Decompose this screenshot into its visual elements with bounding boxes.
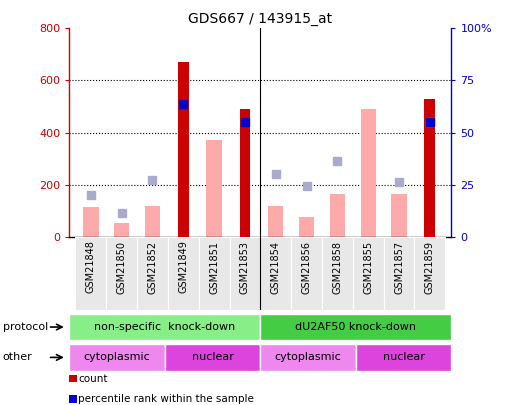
Text: GSM21856: GSM21856 [302,241,311,294]
Text: GSM21851: GSM21851 [209,241,219,294]
Text: non-specific  knock-down: non-specific knock-down [94,322,235,332]
Bar [229,237,261,310]
Text: GSM21858: GSM21858 [332,241,342,294]
Bar [69,344,165,371]
Bar [240,109,250,237]
Text: GSM21857: GSM21857 [394,241,404,294]
Text: nuclear: nuclear [383,352,425,362]
Title: GDS667 / 143915_at: GDS667 / 143915_at [188,12,332,26]
Bar [384,237,415,310]
Bar [299,217,314,237]
Bar [391,194,407,237]
Bar [114,223,129,237]
Bar [424,99,435,237]
Text: GSM21859: GSM21859 [425,241,435,294]
Bar [83,207,98,237]
Bar [261,314,451,340]
Bar [291,237,322,310]
Text: GSM21853: GSM21853 [240,241,250,294]
Text: GSM21848: GSM21848 [86,241,96,294]
Bar [137,237,168,310]
Text: GSM21850: GSM21850 [116,241,127,294]
Bar [165,344,261,371]
Bar [106,237,137,310]
Bar [361,109,376,237]
Bar [206,141,222,237]
Bar [261,237,291,310]
Text: nuclear: nuclear [192,352,233,362]
Text: GSM21849: GSM21849 [179,241,188,294]
Bar [168,237,199,310]
Text: dU2AF50 knock-down: dU2AF50 knock-down [295,322,417,332]
Bar [69,314,261,340]
Bar [145,206,160,237]
Bar [178,62,189,237]
Bar [261,344,356,371]
Text: cytoplasmic: cytoplasmic [275,352,342,362]
Text: GSM21855: GSM21855 [363,241,373,294]
Text: other: other [3,352,32,362]
Bar [75,237,106,310]
Text: protocol: protocol [3,322,48,332]
Text: cytoplasmic: cytoplasmic [84,352,150,362]
Bar [322,237,353,310]
Text: percentile rank within the sample: percentile rank within the sample [78,394,254,404]
Bar [356,344,451,371]
Text: GSM21854: GSM21854 [271,241,281,294]
Bar [268,206,284,237]
Text: GSM21852: GSM21852 [147,241,157,294]
Text: count: count [78,374,108,384]
Bar [330,194,345,237]
Bar [199,237,229,310]
Bar [415,237,445,310]
Bar [353,237,384,310]
